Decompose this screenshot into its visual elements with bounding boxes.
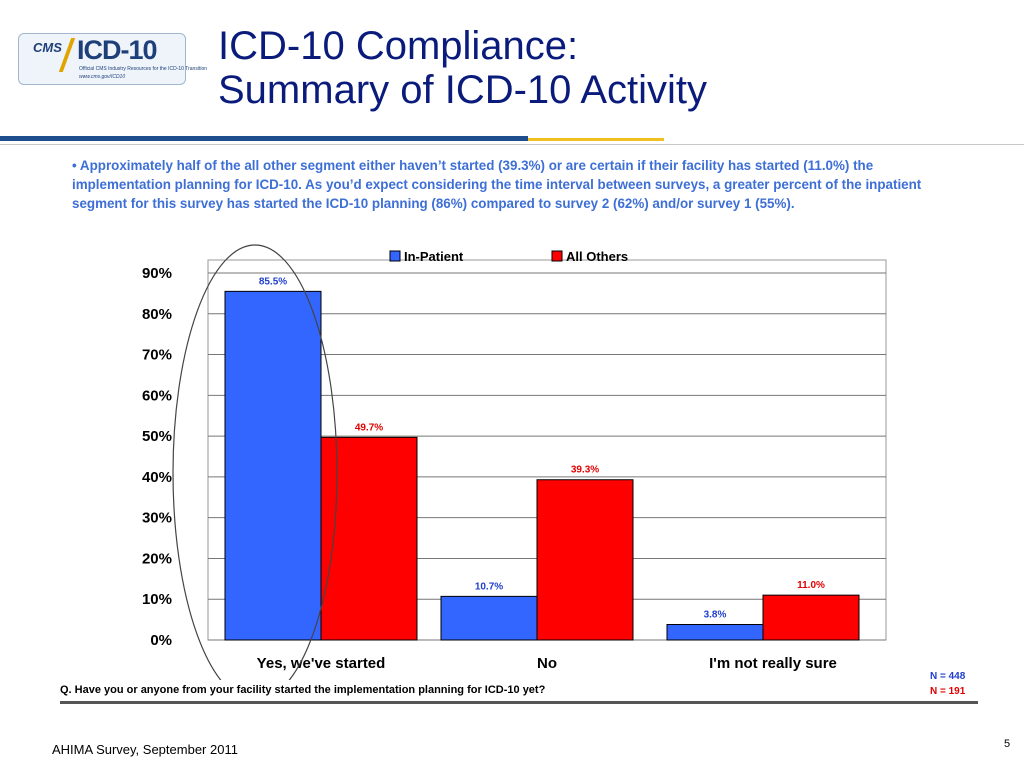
legend-swatch xyxy=(551,250,563,262)
footer-source: AHIMA Survey, September 2011 xyxy=(52,742,238,757)
bar xyxy=(536,479,634,641)
y-tick-label: 40% xyxy=(142,469,172,486)
header-rule-blue xyxy=(0,136,528,141)
legend-swatch xyxy=(389,250,401,262)
bar-data-label: 3.8% xyxy=(704,610,727,621)
x-category-label: Yes, we've started xyxy=(257,655,386,672)
bar xyxy=(440,595,538,641)
slide-title-line1: ICD-10 Compliance: xyxy=(218,24,579,68)
legend-label: All Others xyxy=(566,249,628,264)
y-tick-label: 60% xyxy=(142,387,172,404)
sample-size-inpatient: N = 448 xyxy=(930,671,966,682)
x-category-label: No xyxy=(537,655,557,672)
logo-url: www.cms.gov/ICD10 xyxy=(79,74,126,80)
slide-title-line2: Summary of ICD-10 Activity xyxy=(218,68,708,112)
bar xyxy=(320,436,418,641)
logo-subtitle: Official CMS Industry Resources for the … xyxy=(79,66,208,72)
header-rule-gray xyxy=(0,144,1024,145)
bar-data-label: 11.0% xyxy=(797,580,825,591)
cms-icd10-logo: CMS ICD-10 Official CMS Industry Resourc… xyxy=(18,33,207,85)
y-tick-label: 0% xyxy=(150,632,172,649)
chart-bottom-rule xyxy=(60,701,978,704)
y-tick-label: 80% xyxy=(142,306,172,323)
y-tick-label: 70% xyxy=(142,347,172,364)
y-tick-label: 90% xyxy=(142,265,172,282)
bar-data-label: 85.5% xyxy=(259,276,287,287)
sample-size-others: N = 191 xyxy=(930,686,966,697)
bar-data-label: 39.3% xyxy=(571,465,599,476)
header-rule-gold xyxy=(528,138,664,141)
y-tick-label: 50% xyxy=(142,428,172,445)
logo-icd10-text: ICD-10 xyxy=(77,35,158,65)
survey-question: Q. Have you or anyone from your facility… xyxy=(60,684,546,696)
slide-title: ICD-10 Compliance: Summary of ICD-10 Act… xyxy=(218,24,707,112)
bar-data-label: 10.7% xyxy=(475,581,503,592)
highlight-ellipse xyxy=(172,244,338,680)
page-number: 5 xyxy=(1004,738,1011,750)
y-tick-label: 10% xyxy=(142,591,172,608)
bar xyxy=(224,290,322,641)
y-tick-label: 20% xyxy=(142,550,172,567)
logo-cms-text: CMS xyxy=(33,40,62,55)
legend-label: In-Patient xyxy=(404,249,464,264)
y-tick-label: 30% xyxy=(142,510,172,527)
bar-data-label: 49.7% xyxy=(355,422,383,433)
x-category-label: I'm not really sure xyxy=(709,655,837,672)
bar xyxy=(762,594,860,641)
bar xyxy=(666,624,764,641)
bar-chart: 0% 10% 20% 30% 40% 50% 60% 70% 80% 90% 85.5% 49.7% Y… xyxy=(142,244,887,680)
summary-bullet: • Approximately half of the all other se… xyxy=(72,158,922,211)
